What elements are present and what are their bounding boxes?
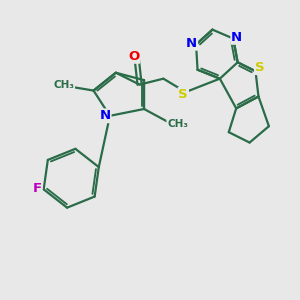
Text: F: F xyxy=(33,182,42,195)
Text: CH₃: CH₃ xyxy=(167,119,188,129)
Text: CH₃: CH₃ xyxy=(53,80,74,90)
Text: O: O xyxy=(128,50,139,63)
Text: N: N xyxy=(231,31,242,44)
Text: S: S xyxy=(178,88,188,101)
Text: N: N xyxy=(100,109,111,122)
Text: N: N xyxy=(186,37,197,50)
Text: S: S xyxy=(255,61,265,74)
